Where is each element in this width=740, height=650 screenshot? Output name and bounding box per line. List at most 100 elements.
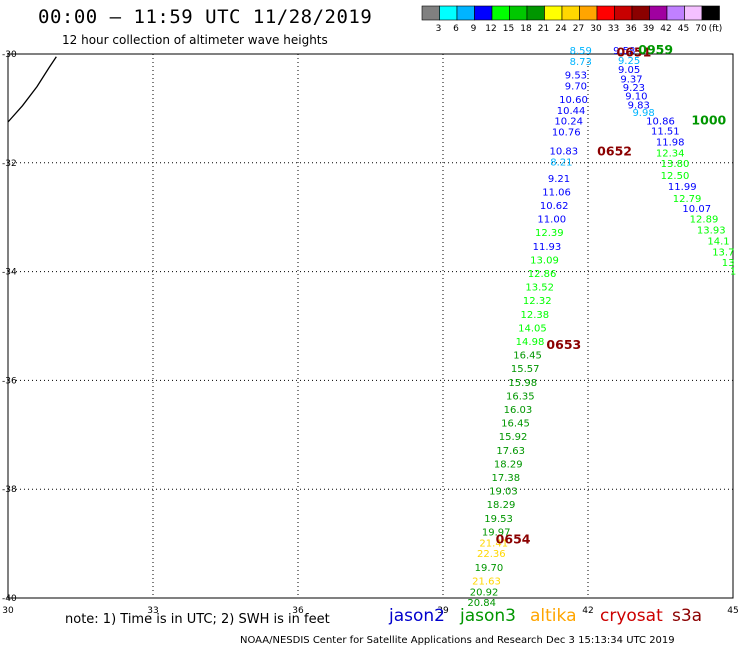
color-scale-label: 36 — [625, 24, 637, 34]
wave-height-value: 12.32 — [523, 296, 552, 307]
wave-height-value: 17.63 — [496, 446, 525, 457]
wave-height-value: 14.05 — [518, 323, 547, 334]
wave-height-value: 15.98 — [508, 378, 537, 389]
page-subtitle: 12 hour collection of altimeter wave hei… — [62, 33, 328, 47]
wave-height-value: 9.25 — [618, 56, 640, 67]
pass-time-label: 1000 — [691, 113, 726, 128]
wave-height-value: 20.92 — [470, 587, 499, 598]
color-scale-label: 33 — [608, 24, 619, 34]
wave-height-value: 9.21 — [548, 174, 570, 185]
lon-tick-label: 36 — [292, 606, 304, 616]
satellite-legend-cryosat: cryosat — [600, 606, 663, 626]
wave-height-value: 16.45 — [513, 351, 542, 362]
wave-height-value: 13.09 — [530, 255, 559, 266]
wave-height-value: 19.53 — [484, 514, 513, 525]
lon-tick-label: 30 — [2, 606, 14, 616]
wave-height-value: 12.39 — [535, 228, 564, 239]
satellite-legend-s3a: s3a — [672, 606, 703, 626]
wave-height-value: 18.29 — [494, 459, 523, 470]
color-scale-label: 42 — [660, 24, 671, 34]
wave-height-value: 10.76 — [552, 128, 581, 139]
satellite-legend-altika: altika — [530, 606, 577, 626]
wave-height-value: 12.89 — [690, 215, 719, 226]
pass-time-label: 0959 — [638, 42, 673, 57]
pass-time-label: 0652 — [597, 144, 632, 159]
wave-height-value: 13 — [722, 258, 735, 269]
lat-tick-label: -36 — [2, 376, 17, 386]
wave-height-value: 10.86 — [646, 117, 675, 128]
wave-height-value: 9.05 — [618, 65, 640, 76]
color-scale-label: (ft) — [709, 24, 723, 34]
color-scale-label: 27 — [573, 24, 584, 34]
satellite-legend-jason3: jason3 — [460, 606, 516, 626]
wave-height-value: 9.10 — [625, 92, 647, 103]
lon-tick-label: 33 — [147, 606, 158, 616]
wave-height-value: 18.29 — [487, 500, 516, 511]
color-scale-label: 3 — [436, 24, 442, 34]
note-text: note: 1) Time is in UTC; 2) SWH is in fe… — [65, 612, 330, 627]
wave-height-value: 16.45 — [501, 419, 530, 430]
wave-height-value: 11.98 — [656, 137, 685, 148]
wave-height-value: 16.03 — [504, 405, 533, 416]
pass-time-label: 0654 — [496, 532, 531, 547]
wave-height-value: 10.07 — [682, 204, 711, 215]
color-scale-label: 30 — [590, 24, 602, 34]
color-scale-swatch — [701, 5, 720, 21]
wave-height-value: 10.83 — [550, 147, 579, 158]
wave-height-value: 11.00 — [537, 215, 566, 226]
wave-height-value: 17.38 — [492, 473, 521, 484]
color-scale-label: 15 — [503, 24, 514, 34]
wave-height-value: 21.63 — [472, 576, 501, 587]
wave-height-value: 19.97 — [482, 527, 511, 538]
lat-tick-label: -32 — [2, 159, 17, 169]
lon-tick-label: 39 — [437, 606, 449, 616]
wave-height-value: 10.44 — [557, 106, 586, 117]
wave-height-value: 19.70 — [475, 563, 504, 574]
color-scale-label: 24 — [555, 24, 567, 34]
pass-time-label: 0651 — [617, 45, 652, 60]
wave-height-value: 9.98 — [632, 108, 654, 119]
wave-height-value: 20.84 — [467, 598, 496, 609]
lat-tick-label: -30 — [2, 50, 17, 60]
color-scale-label: 9 — [471, 24, 477, 34]
wave-height-value: 13.80 — [661, 159, 690, 170]
wave-height-value: 19.03 — [489, 487, 518, 498]
color-scale-label: 6 — [453, 24, 459, 34]
wave-height-value: 12.50 — [661, 171, 690, 182]
wave-height-value: 13.93 — [697, 226, 726, 237]
wave-height-value: 13.52 — [525, 283, 554, 294]
wave-height-value: 16.35 — [506, 391, 535, 402]
color-scale-label: 12 — [485, 24, 496, 34]
lat-tick-label: -38 — [2, 485, 17, 495]
wave-height-value: 9.37 — [620, 74, 642, 85]
wave-height-value: 12.86 — [528, 269, 557, 280]
wave-height-value: 11.93 — [533, 242, 562, 253]
coastline — [7, 56, 57, 123]
wave-height-value: 22.36 — [477, 549, 506, 560]
map-frame — [7, 53, 734, 599]
wave-height-value: 9.58 — [613, 46, 635, 57]
wave-height-value: 14.1 — [707, 236, 729, 247]
wave-height-value: 10.62 — [540, 201, 569, 212]
color-scale-label: 39 — [643, 24, 655, 34]
color-scale-label: 21 — [538, 24, 549, 34]
page-title: 00:00 – 11:59 UTC 11/28/2019 — [38, 6, 373, 28]
lat-tick-label: -40 — [2, 594, 17, 604]
color-scale-label: 18 — [520, 24, 532, 34]
lat-tick-label: -34 — [2, 268, 17, 278]
wave-height-value: 11.06 — [542, 187, 571, 198]
wave-height-value: 21.41 — [479, 538, 508, 549]
wave-height-value: 13.7 — [712, 247, 734, 258]
wave-height-value: 10.60 — [559, 95, 588, 106]
map-plot: 30 33 36 39 42 45 -30 -32 -34 -36 -38 -40 8.59 9.58 8.… — [2, 42, 739, 616]
wave-height-value: 9.53 — [565, 70, 587, 81]
pass-time-label: 0653 — [546, 337, 581, 352]
wave-height-value: 8.59 — [570, 46, 592, 57]
wave-height-value: 14.98 — [516, 337, 545, 348]
wave-height-value: 15.57 — [511, 364, 540, 375]
wave-height-value: 12.38 — [521, 310, 550, 321]
wave-height-value: 11.99 — [668, 182, 697, 193]
wave-height-value: 8.73 — [570, 57, 592, 68]
footer-credit: NOAA/NESDIS Center for Satellite Applica… — [240, 635, 675, 646]
